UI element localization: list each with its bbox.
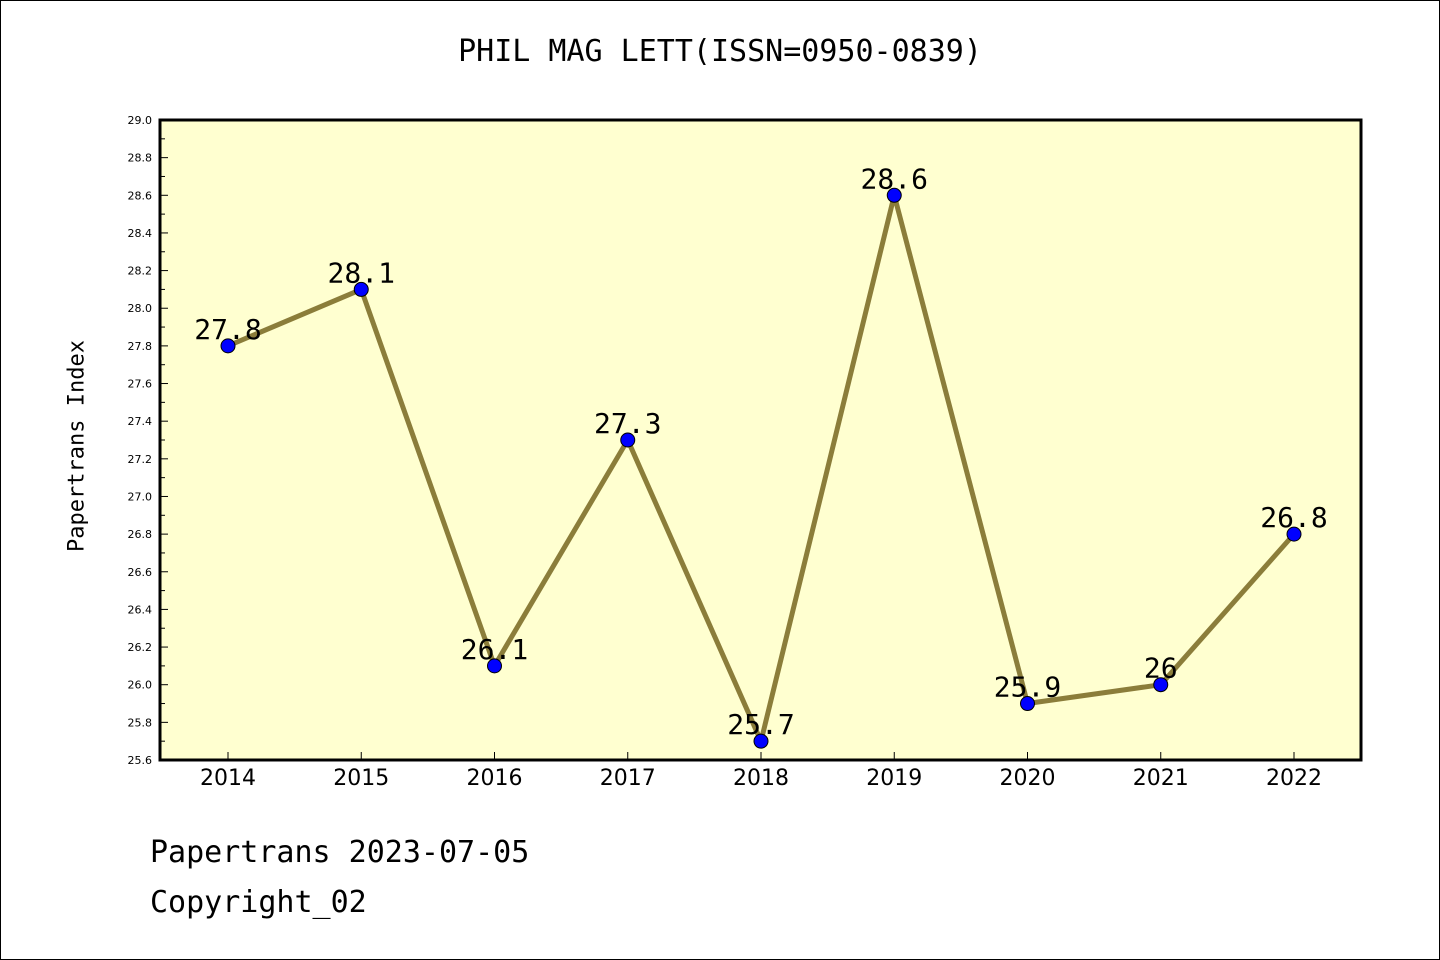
x-tick-label: 2015 xyxy=(333,766,389,791)
plot-frame xyxy=(158,118,1363,762)
x-tick-label: 2019 xyxy=(866,766,922,791)
x-tick-label: 2021 xyxy=(1133,766,1189,791)
y-tick-label: 27.8 xyxy=(128,340,153,353)
y-tick-label: 26.8 xyxy=(128,528,153,541)
x-tick-label: 2022 xyxy=(1266,766,1322,791)
y-tick-label: 26.0 xyxy=(128,679,153,692)
y-tick-label: 28.8 xyxy=(128,152,153,165)
data-point xyxy=(220,338,236,354)
data-label: 25.9 xyxy=(994,671,1061,704)
data-label: 26.1 xyxy=(461,633,528,666)
x-tick-label: 2020 xyxy=(1000,766,1056,791)
y-tick-label: 27.4 xyxy=(128,415,153,428)
data-label: 26.8 xyxy=(1260,501,1327,534)
chart-title: PHIL MAG LETT(ISSN=0950-0839) xyxy=(458,34,982,69)
y-tick-label: 27.2 xyxy=(128,453,153,466)
data-label: 28.1 xyxy=(328,256,395,289)
data-label: 26 xyxy=(1144,652,1178,685)
y-tick-label: 26.4 xyxy=(128,603,153,616)
y-tick-label: 25.8 xyxy=(128,716,153,729)
x-tick-label: 2018 xyxy=(733,766,789,791)
data-point xyxy=(487,658,502,674)
data-point xyxy=(620,432,636,448)
y-tick-label: 28.4 xyxy=(128,227,153,240)
y-tick-label: 28.2 xyxy=(128,265,153,278)
data-label: 27.8 xyxy=(194,313,261,346)
data-point xyxy=(753,733,769,749)
data-label: 27.3 xyxy=(594,407,661,440)
y-tick-label: 27.6 xyxy=(128,378,153,391)
data-label: 25.7 xyxy=(727,708,794,741)
data-point xyxy=(1286,526,1302,542)
data-point xyxy=(1153,677,1169,693)
y-tick-label: 25.6 xyxy=(128,754,153,767)
y-tick-label: 28.6 xyxy=(128,189,153,202)
y-tick-label: 26.2 xyxy=(128,641,153,654)
y-tick-label: 26.6 xyxy=(128,566,153,579)
y-tick-label: 28.0 xyxy=(128,302,153,315)
footer-copyright: Copyright_02 xyxy=(150,885,367,920)
data-point xyxy=(1020,696,1035,712)
footer-date: Papertrans 2023-07-05 xyxy=(150,835,530,870)
data-point xyxy=(353,281,369,297)
y-tick-label: 27.0 xyxy=(128,490,153,503)
x-tick-label: 2016 xyxy=(467,766,523,791)
x-tick-label: 2014 xyxy=(200,766,256,791)
x-tick-label: 2017 xyxy=(600,766,656,791)
plot-area xyxy=(160,120,1361,760)
data-label: 28.6 xyxy=(861,162,928,195)
data-point xyxy=(886,187,902,203)
y-tick-label: 29.0 xyxy=(128,114,153,127)
